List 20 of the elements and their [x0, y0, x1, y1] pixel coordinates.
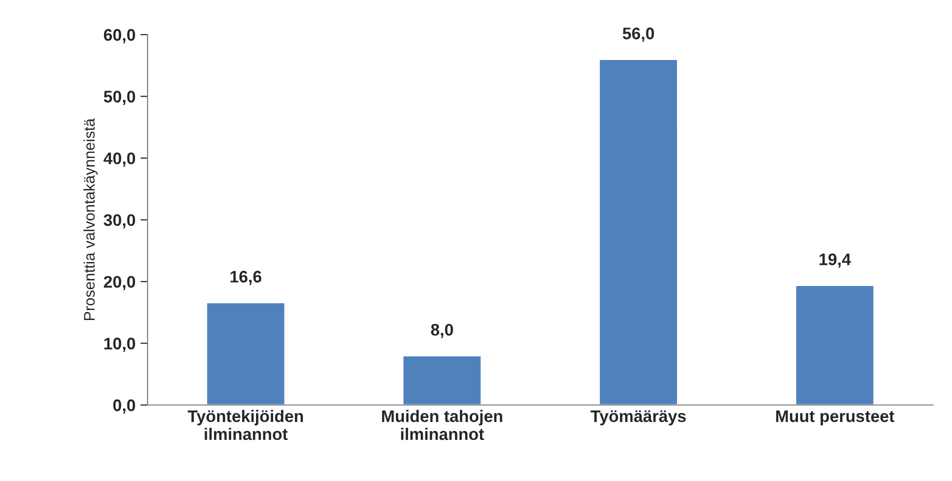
data-label: 19,4 — [820, 253, 851, 268]
data-label: 8,0 — [431, 324, 453, 338]
x-tick-label: Työmääräys — [590, 410, 686, 426]
y-tick-label: 20,0 — [104, 276, 136, 290]
y-tick-label: 60,0 — [104, 29, 136, 44]
y-tick-label: 10,0 — [104, 338, 136, 352]
x-tick-label: Muiden tahojen ilminannot — [382, 410, 502, 440]
y-tick-label: 0,0 — [113, 399, 136, 414]
data-label: 16,6 — [230, 270, 262, 285]
bar — [402, 354, 482, 405]
y-axis-title: Prosenttia valvontakäynneistä — [84, 118, 98, 320]
data-label: 56,0 — [622, 28, 654, 42]
bar — [794, 284, 875, 405]
y-tick-label: 50,0 — [104, 90, 136, 105]
x-tick-label: Työntekijöiden ilminannot — [188, 410, 303, 440]
bar — [206, 302, 286, 405]
x-tick-label: Muut perusteet — [776, 410, 894, 426]
bar — [598, 58, 678, 405]
y-tick-label: 30,0 — [104, 214, 136, 228]
y-tick-label: 40,0 — [104, 152, 136, 167]
